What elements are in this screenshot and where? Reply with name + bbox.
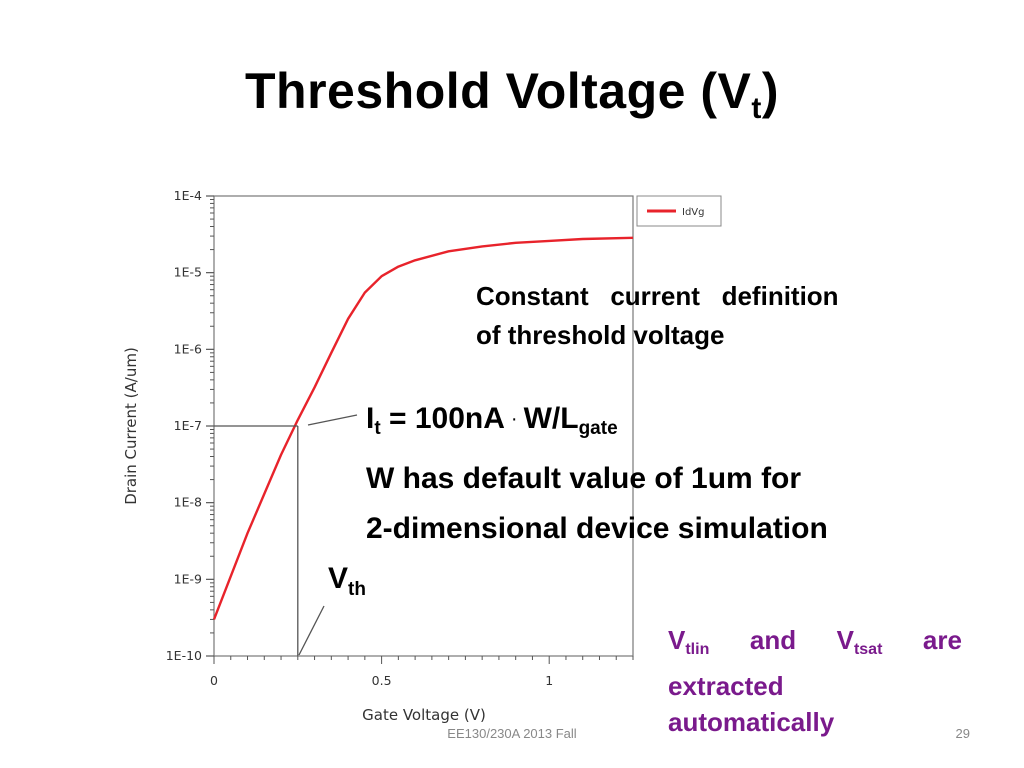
definition-note: Constant current definition of threshold… [476, 277, 839, 355]
formula-line-3: 2-dimensional device simulation [366, 512, 828, 545]
series-group [212, 236, 634, 620]
y-tick-label: 1E-4 [174, 188, 202, 203]
y-tick-label: 1E-9 [174, 571, 202, 586]
extraction-line-1: Vtlin and Vtsat are [668, 625, 962, 658]
x-tick-label: 1 [545, 673, 553, 688]
it-callout-line [307, 414, 358, 426]
definition-line-1: Constant current definition [476, 281, 839, 311]
vth-callout-line [298, 605, 325, 656]
definition-line-2: of threshold voltage [476, 320, 725, 350]
y-tick-label: 1E-5 [174, 265, 202, 280]
y-major-ticks: 1E-4 1E-5 1E-6 1E-7 1E-8 1E-9 1E-10 [166, 188, 214, 663]
legend-entry: IdVg [682, 207, 705, 218]
vth-label: Vth [328, 562, 366, 600]
y-tick-label: 1E-6 [174, 341, 202, 356]
x-ticks: 0 0.5 1 [210, 656, 634, 688]
legend: IdVg [636, 195, 722, 227]
extraction-line-2: extracted [668, 671, 784, 701]
formula-line-1: It = 100nA · W/Lgate [366, 402, 618, 439]
y-tick-label: 1E-7 [174, 418, 202, 433]
footer-course: EE130/230A 2013 Fall [447, 726, 577, 741]
x-tick-label: 0.5 [372, 673, 392, 688]
page-number: 29 [955, 726, 970, 741]
extraction-line-3: automatically [668, 707, 835, 737]
y-tick-label: 1E-10 [166, 648, 202, 663]
y-axis-label: Drain Current (A/um) [122, 347, 140, 505]
x-tick-label: 0 [210, 673, 218, 688]
formula-line-2: W has default value of 1um for [366, 462, 802, 495]
y-tick-label: 1E-8 [174, 495, 202, 510]
x-axis-label: Gate Voltage (V) [362, 706, 486, 724]
y-minor-ticks [210, 199, 214, 634]
series-line-idvg [212, 236, 634, 620]
extraction-note: Vtlin and Vtsat are extracted automatica… [668, 622, 962, 740]
slide-title: Threshold Voltage (Vt) [245, 63, 779, 125]
threshold-current-formula: It = 100nA · W/Lgate W has default value o… [366, 394, 828, 554]
